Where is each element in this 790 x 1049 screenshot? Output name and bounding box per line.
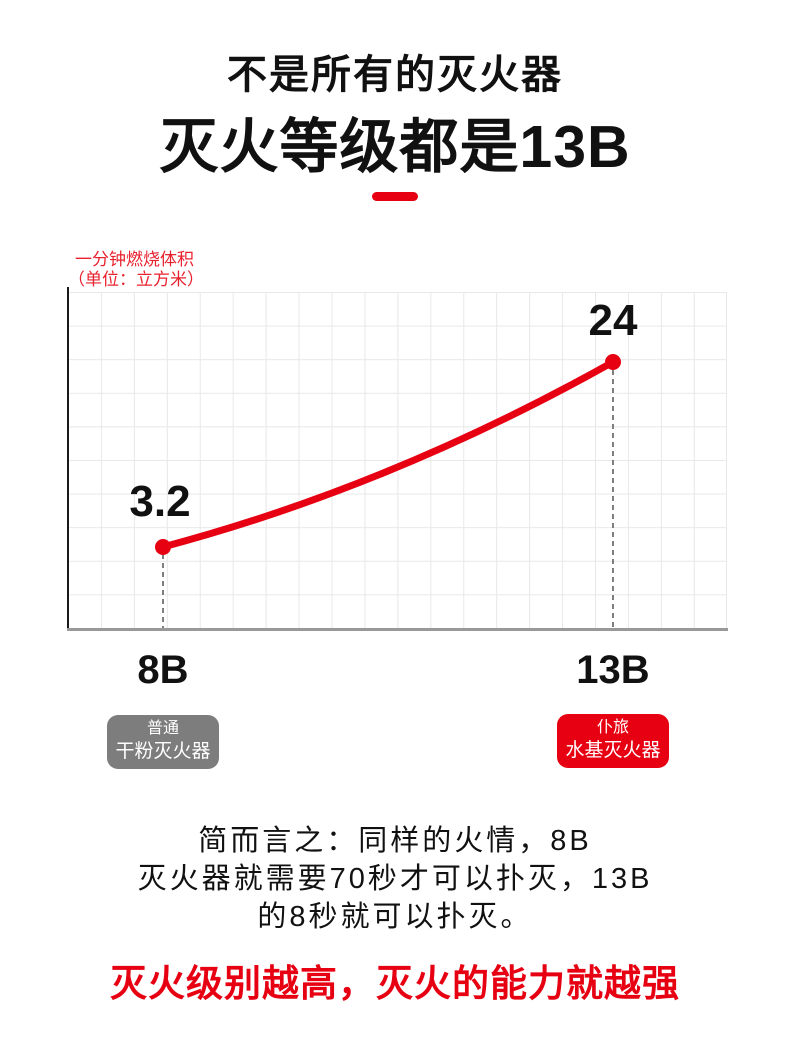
badge-water-based-extinguisher: 仆旅 水基灭火器 xyxy=(557,714,669,768)
value-label-8b: 3.2 xyxy=(129,477,191,526)
y-axis-label-line2: （单位：立方米） xyxy=(68,270,204,289)
badge-dry-powder-line1: 普通 xyxy=(146,720,179,738)
y-axis-label-line1: 一分钟燃烧体积 xyxy=(75,250,194,269)
x-axis xyxy=(67,628,728,631)
value-label-13b: 24 xyxy=(588,296,638,345)
summary-line1: 简而言之：同样的火情，8B xyxy=(198,825,592,857)
summary-line2: 灭火器就需要70秒才可以扑灭，13B xyxy=(137,863,653,895)
summary-line3: 的8秒就可以扑灭。 xyxy=(257,901,533,933)
x-tick-13b: 13B xyxy=(576,648,650,692)
x-tick-8b: 8B xyxy=(137,648,189,692)
y-axis-label: 一分钟燃烧体积 （单位：立方米） xyxy=(68,250,204,290)
badge-dry-powder-extinguisher: 普通 干粉灭火器 xyxy=(107,715,219,769)
badge-water-based-line1: 仆旅 xyxy=(596,719,629,737)
red-divider xyxy=(372,192,418,201)
badge-dry-powder-line2: 干粉灭火器 xyxy=(115,741,211,763)
page-title: 灭火等级都是13B xyxy=(159,114,631,180)
y-axis xyxy=(67,287,69,631)
summary-text: 简而言之：同样的火情，8B 灭火器就需要70秒才可以扑灭，13B 的8秒就可以扑… xyxy=(0,822,790,936)
slogan: 灭火级别越高，灭火的能力就越强 xyxy=(110,963,680,1004)
badge-water-based-line2: 水基灭火器 xyxy=(565,740,661,762)
subtitle: 不是所有的灭火器 xyxy=(227,53,563,97)
